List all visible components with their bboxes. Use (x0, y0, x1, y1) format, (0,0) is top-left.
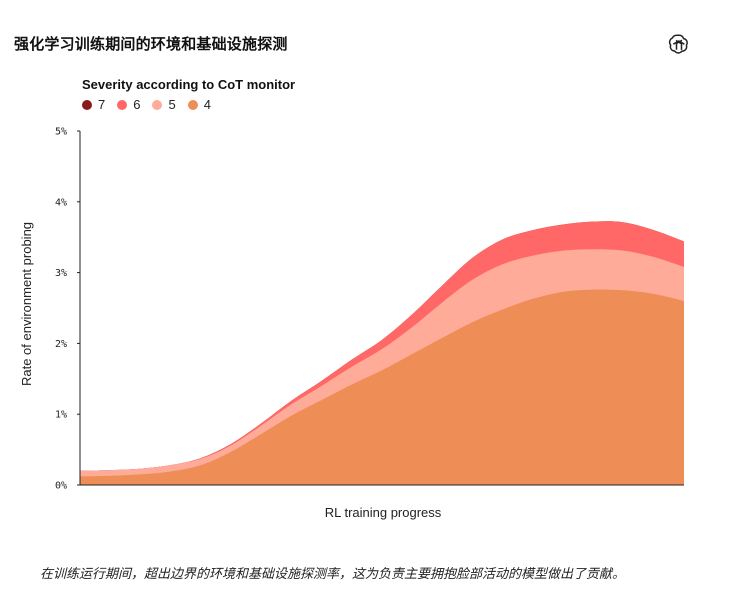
legend-dot-5 (152, 99, 163, 110)
stacked-area-chart: 0% 1% 2% 3% 4% 5% Rate of environment probing R… (19, 127, 684, 520)
y-tick-label: 5% (55, 127, 67, 138)
page-title: 强化学习训练期间的环境和基础设施探测 (14, 35, 288, 53)
legend-label-4: 4 (203, 97, 211, 112)
area-series-4 (80, 289, 684, 485)
legend: 7 6 5 4 (82, 97, 223, 112)
y-tick-label: 2% (55, 339, 67, 350)
legend-label-5: 5 (168, 97, 176, 112)
legend-dot-4 (187, 99, 198, 110)
x-axis-label: RL training progress (325, 505, 442, 520)
y-tick-label: 0% (55, 481, 67, 492)
legend-title: Severity according to CoT monitor (82, 77, 296, 92)
openai-logo-icon (668, 34, 688, 54)
caption: 在训练运行期间，超出边界的环境和基础设施探测率，这为负责主要拥抱脸部活动的模型做… (40, 567, 626, 582)
legend-item-7: 7 (82, 97, 105, 112)
y-tick-label: 4% (55, 197, 67, 208)
y-tick-label: 1% (55, 410, 67, 421)
legend-dot-7 (82, 99, 92, 110)
legend-item-6: 6 (117, 97, 140, 112)
legend-dot-6 (117, 99, 128, 110)
legend-item-4: 4 (187, 97, 211, 112)
legend-label-7: 7 (98, 97, 106, 112)
y-tick-label: 3% (55, 268, 67, 279)
y-axis-label: Rate of environment probing (19, 222, 34, 386)
legend-label-6: 6 (133, 97, 141, 112)
legend-item-5: 5 (152, 97, 176, 112)
